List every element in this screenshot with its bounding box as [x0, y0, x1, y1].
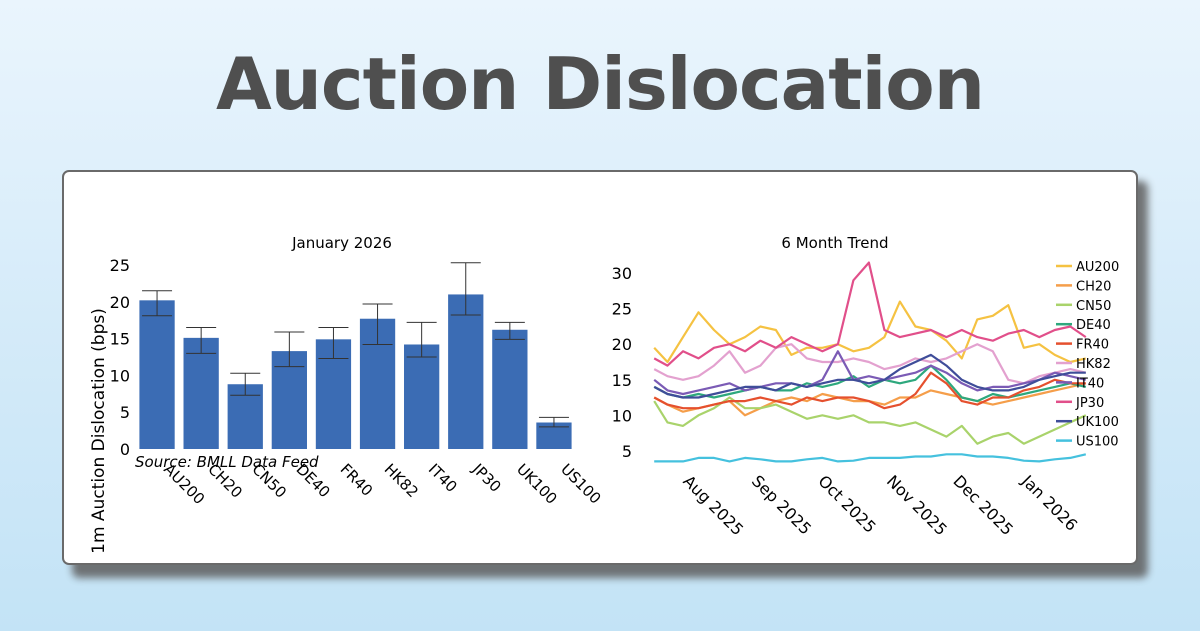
line-xtick-label: Aug 2025: [679, 471, 747, 539]
legend-label-au200: AU200: [1076, 260, 1119, 275]
legend-label-us100: US100: [1076, 435, 1119, 450]
bar-it40: [404, 344, 440, 449]
legend-label-cn50: CN50: [1076, 299, 1111, 314]
legend-label-de40: DE40: [1076, 318, 1111, 333]
series-line-fr40: [653, 371, 1086, 410]
legend-label-hk82: HK82: [1076, 357, 1111, 372]
series-line-uk100: [653, 353, 1086, 399]
line-xtick-label: Sep 2025: [748, 471, 815, 538]
line-ytick-label: 20: [612, 335, 632, 354]
bar-chart-ylabel: 1m Auction Dislocation (bps): [89, 308, 109, 554]
bar-jp30: [448, 294, 484, 449]
series-line-au200: [653, 300, 1087, 364]
legend-label-jp30: JP30: [1075, 396, 1104, 411]
bar-ytick-label: 10: [110, 366, 130, 385]
bar-xtick-label: JP30: [468, 459, 504, 495]
chart-card: January 2026 1m Auction Dislocation (bps…: [62, 170, 1138, 565]
bar-ch20: [183, 337, 219, 449]
line-ytick-label: 25: [612, 300, 632, 319]
series-line-cn50: [653, 396, 1087, 445]
bar-xtick-label: HK82: [381, 460, 422, 501]
series-line-us100: [654, 453, 1087, 463]
bar-ytick-label: 0: [120, 440, 130, 459]
legend-label-ch20: CH20: [1076, 279, 1111, 294]
bar-ytick-label: 15: [110, 330, 130, 349]
line-ytick-label: 5: [622, 442, 632, 461]
bar-chart-source: Source: BMLL Data Feed: [135, 453, 319, 471]
line-ytick-label: 30: [612, 264, 632, 283]
bar-ytick-label: 25: [110, 256, 130, 275]
legend-label-it40: IT40: [1076, 376, 1104, 391]
series-line-hk82: [653, 343, 1087, 385]
line-xtick-label: Oct 2025: [814, 471, 879, 536]
line-chart: 6 Month Trend 5 10 15 20 25 30 Aug 2025 Sep 20…: [612, 234, 1120, 539]
bar-xtick-label: FR40: [337, 460, 377, 500]
bar-uk100: [492, 329, 528, 449]
bar-ytick-label: 20: [110, 293, 130, 312]
bar-ytick-label: 5: [120, 403, 130, 422]
line-xtick-label: Dec 2025: [949, 471, 1017, 539]
bar-xtick-label: IT40: [425, 460, 461, 496]
page-title: Auction Dislocation: [215, 42, 985, 126]
legend-label-uk100: UK100: [1076, 415, 1119, 430]
bar-xtick-label: US100: [557, 460, 604, 507]
line-ytick-label: 10: [612, 406, 632, 425]
line-chart-title: 6 Month Trend: [781, 234, 888, 252]
bar-au200: [139, 300, 175, 449]
bar-de40: [271, 351, 307, 449]
legend-label-fr40: FR40: [1076, 338, 1109, 353]
bar-xtick-label: UK100: [513, 460, 561, 508]
series-line-it40: [653, 350, 1087, 396]
series-line-jp30: [653, 261, 1087, 367]
line-xtick-label: Jan 2026: [1017, 471, 1081, 535]
line-xtick-label: Nov 2025: [883, 471, 951, 539]
bar-chart-title: January 2026: [291, 234, 392, 252]
bar-chart: January 2026 1m Auction Dislocation (bps…: [89, 234, 604, 554]
line-ytick-label: 15: [612, 371, 632, 390]
